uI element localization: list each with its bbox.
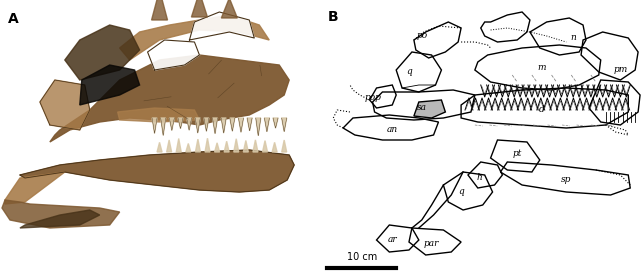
Text: q: q [459,188,464,197]
Polygon shape [176,140,181,152]
Polygon shape [147,40,200,70]
Polygon shape [243,139,249,152]
Polygon shape [265,118,269,136]
Polygon shape [230,118,235,133]
Text: q: q [406,67,412,76]
Text: n: n [571,34,576,43]
Polygon shape [247,118,252,136]
Polygon shape [178,118,183,133]
Polygon shape [20,150,294,192]
Polygon shape [169,118,175,129]
Text: d: d [539,106,545,115]
Polygon shape [195,118,200,132]
Polygon shape [273,118,278,135]
Polygon shape [151,0,167,20]
Polygon shape [213,118,218,130]
Polygon shape [221,118,226,129]
Polygon shape [414,100,446,118]
Polygon shape [234,138,239,152]
Polygon shape [186,138,191,152]
Polygon shape [263,140,267,152]
Polygon shape [152,118,157,135]
Text: sp: sp [561,176,571,185]
Polygon shape [161,118,166,133]
Polygon shape [20,210,100,228]
Text: pop: pop [364,92,381,102]
Polygon shape [272,140,277,152]
Text: pt: pt [513,150,522,158]
Polygon shape [195,144,200,152]
Text: m: m [538,64,546,73]
Text: par: par [424,239,439,249]
Polygon shape [281,118,287,133]
Polygon shape [204,118,209,136]
Polygon shape [40,80,90,130]
Polygon shape [187,118,192,130]
Polygon shape [191,0,207,17]
Text: ar: ar [388,235,397,244]
Polygon shape [253,140,258,152]
Polygon shape [281,144,287,152]
Text: B: B [327,10,338,24]
Polygon shape [238,118,243,135]
Polygon shape [2,200,120,228]
Polygon shape [80,65,140,105]
Polygon shape [214,141,220,152]
Text: 10 cm: 10 cm [346,252,377,262]
Polygon shape [5,172,65,204]
Polygon shape [65,25,140,80]
Polygon shape [167,144,172,152]
Text: pm: pm [613,66,627,74]
Polygon shape [222,0,238,18]
Polygon shape [120,15,269,60]
Text: sa: sa [417,102,427,111]
Text: po: po [416,31,428,39]
Text: an: an [386,125,398,134]
Polygon shape [118,108,200,122]
Polygon shape [224,138,229,152]
Text: A: A [8,12,19,26]
Polygon shape [205,140,210,152]
Text: h: h [477,174,482,183]
Polygon shape [157,140,162,152]
Polygon shape [189,12,254,40]
Polygon shape [50,55,289,142]
Polygon shape [256,118,261,131]
